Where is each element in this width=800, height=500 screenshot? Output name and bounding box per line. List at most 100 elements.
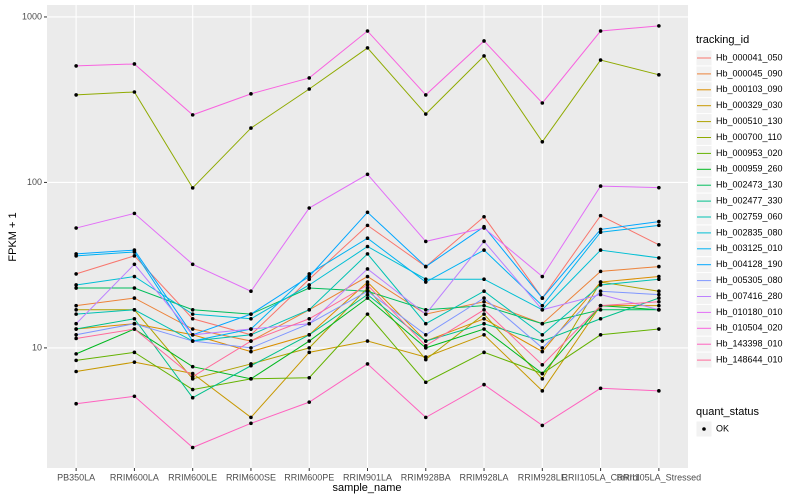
data-point <box>132 296 137 300</box>
data-point <box>307 346 312 350</box>
data-point <box>365 46 370 50</box>
legend-label: Hb_148644_010 <box>716 354 783 364</box>
data-point <box>249 327 253 331</box>
data-point <box>132 90 137 94</box>
data-point <box>74 358 78 363</box>
x-tick-label: RRII105LA_Control <box>562 472 640 482</box>
data-point <box>365 286 370 290</box>
data-point <box>657 274 661 279</box>
data-point <box>657 242 661 247</box>
data-point <box>540 321 545 326</box>
data-point <box>482 316 486 321</box>
data-point <box>598 58 603 62</box>
data-point <box>540 303 545 308</box>
data-point <box>132 360 137 364</box>
data-point <box>482 296 486 300</box>
data-point <box>74 336 78 341</box>
data-point <box>249 346 253 350</box>
data-point <box>307 316 312 321</box>
legend-label: Hb_002759_060 <box>716 211 783 221</box>
data-point <box>482 248 486 252</box>
x-tick-label: RRIM600PE <box>284 472 334 482</box>
data-point <box>482 39 486 43</box>
data-point <box>598 316 603 321</box>
data-point <box>307 283 312 287</box>
data-point <box>190 262 195 267</box>
data-point <box>540 423 545 428</box>
data-point <box>598 269 603 274</box>
data-point <box>657 277 661 282</box>
data-point <box>74 303 78 308</box>
legend-swatch <box>702 427 706 431</box>
data-point <box>657 289 661 294</box>
legend-label: Hb_005305_080 <box>716 275 783 285</box>
legend-label: Hb_010504_020 <box>716 323 783 333</box>
data-point <box>482 299 486 304</box>
data-point <box>482 321 486 326</box>
data-point <box>307 375 312 380</box>
data-point <box>423 321 428 326</box>
data-point <box>132 62 137 66</box>
data-point <box>657 24 661 28</box>
data-point <box>307 272 312 276</box>
data-point <box>598 332 603 337</box>
data-point <box>482 332 486 337</box>
data-point <box>423 380 428 385</box>
data-point <box>598 303 603 308</box>
data-point <box>249 363 253 368</box>
legend-label: Hb_000510_130 <box>716 116 783 126</box>
data-point <box>482 277 486 282</box>
data-point <box>307 76 312 80</box>
data-point <box>365 236 370 241</box>
data-point <box>482 307 486 312</box>
data-point <box>598 184 603 188</box>
data-point <box>249 92 253 96</box>
data-point <box>365 280 370 284</box>
y-tick-label: 10 <box>32 342 42 352</box>
data-point <box>190 312 195 316</box>
data-point <box>190 371 195 376</box>
data-point <box>540 377 545 381</box>
data-point <box>307 274 312 279</box>
data-point <box>423 355 428 359</box>
data-point <box>657 185 661 190</box>
legend-label: OK <box>716 423 729 433</box>
data-point <box>482 289 486 294</box>
data-point <box>365 296 370 300</box>
data-point <box>132 248 137 252</box>
data-point <box>657 296 661 300</box>
data-point <box>132 274 137 279</box>
data-point <box>249 289 253 294</box>
data-point <box>540 371 545 376</box>
legend-label: Hb_002473_130 <box>716 180 783 190</box>
data-point <box>365 172 370 177</box>
data-point <box>540 332 545 337</box>
data-point <box>249 332 253 337</box>
data-point <box>598 248 603 252</box>
data-point <box>365 339 370 343</box>
data-point <box>598 386 603 391</box>
data-point <box>423 264 428 269</box>
data-point <box>74 352 78 356</box>
data-point <box>482 54 486 58</box>
data-point <box>132 316 137 321</box>
data-point <box>657 299 661 304</box>
data-point <box>482 350 486 355</box>
data-point <box>307 87 312 91</box>
data-point <box>657 307 661 312</box>
data-point <box>132 350 137 355</box>
data-point <box>657 264 661 269</box>
data-point <box>74 252 78 256</box>
x-tick-label: RRIM600LE <box>168 472 217 482</box>
data-point <box>365 267 370 271</box>
data-point <box>132 327 137 331</box>
data-point <box>482 303 486 308</box>
legend-label: Hb_000700_110 <box>716 132 782 142</box>
x-tick-label: RRII105LA_Stressed <box>617 472 702 482</box>
data-point <box>249 316 253 321</box>
data-point <box>132 286 137 290</box>
data-point <box>540 296 545 300</box>
x-tick-label: RRIM928LE <box>518 472 567 482</box>
data-point <box>657 327 661 331</box>
